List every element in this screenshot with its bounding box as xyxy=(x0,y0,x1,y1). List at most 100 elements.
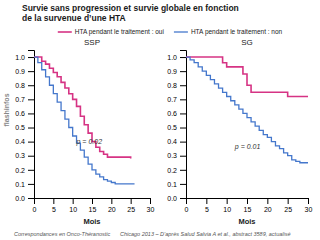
axis-line xyxy=(35,199,151,205)
tick: 0.7 xyxy=(15,96,34,103)
tick-mark xyxy=(206,198,207,204)
tick: 0.4 xyxy=(167,138,186,145)
series-line xyxy=(186,57,308,96)
tick-label: 5 xyxy=(205,206,209,213)
axis-line xyxy=(28,51,35,199)
tick-mark xyxy=(180,113,186,114)
chart-svg: flashinfos Survie sans progression et sur… xyxy=(0,0,320,240)
tick: 0.2 xyxy=(167,167,186,174)
tick-mark xyxy=(288,198,289,204)
tick-mark xyxy=(180,170,186,171)
tick-label: 10 xyxy=(69,206,77,213)
tick-mark xyxy=(180,99,186,100)
tick-label: 25 xyxy=(284,206,292,213)
tick: 30 xyxy=(305,198,313,213)
tick: 0.8 xyxy=(15,82,34,89)
tick-mark xyxy=(150,198,151,204)
tick: 25 xyxy=(284,198,292,213)
series-line xyxy=(34,57,131,158)
tick: 0.5 xyxy=(15,124,34,131)
annotation: p = 0.01 xyxy=(234,143,261,151)
tick-mark xyxy=(111,198,112,204)
tick: 0.4 xyxy=(15,138,34,145)
tick-mark xyxy=(28,57,34,58)
tick: 0.9 xyxy=(15,68,34,75)
tick-mark xyxy=(28,99,34,100)
subtitle: SG xyxy=(241,38,253,47)
tick-label: 30 xyxy=(305,206,313,213)
annotation: p = 0.02 xyxy=(76,138,103,146)
tick: 20 xyxy=(264,198,272,213)
legend-item: HTA pendant le traitement : non xyxy=(174,28,283,36)
tick-label: 0.3 xyxy=(167,152,177,159)
tick: 5 xyxy=(205,198,209,213)
tick: 0 xyxy=(33,198,37,213)
tick-label: 25 xyxy=(127,206,135,213)
tick-mark xyxy=(180,85,186,86)
tick-mark xyxy=(28,113,34,114)
plot-area xyxy=(186,57,308,163)
tick: 0 xyxy=(185,198,189,213)
tick-label: 15 xyxy=(89,206,97,213)
title: Survie sans progression et survie global… xyxy=(22,3,239,13)
tick-label: 0.4 xyxy=(15,138,25,145)
legend-label: HTA pendant le traitement : oui xyxy=(75,28,164,36)
tick-label: 0.7 xyxy=(15,96,25,103)
tick-mark xyxy=(28,142,34,143)
tick-label: 0.5 xyxy=(167,124,177,131)
tick-label: 0 xyxy=(33,206,37,213)
title: de la survenue d’une HTA xyxy=(22,13,126,23)
brand-text: flashinfos xyxy=(3,93,10,126)
tick-label: 30 xyxy=(147,206,155,213)
tick-label: 1.0 xyxy=(167,54,177,61)
footer: Correspondances en Onco-Théranostic xyxy=(14,231,111,237)
tick-mark xyxy=(308,198,309,204)
tick: 0.9 xyxy=(167,68,186,75)
tick-mark xyxy=(180,142,186,143)
tick-label: 0.9 xyxy=(167,68,177,75)
chart-container: flashinfos Survie sans progression et sur… xyxy=(0,0,320,240)
tick: 0.2 xyxy=(15,167,34,174)
tick: 5 xyxy=(52,198,56,213)
tick: 0.3 xyxy=(167,152,186,159)
tick-label: 10 xyxy=(223,206,231,213)
x-axis-label: Mois xyxy=(238,217,255,226)
tick-mark xyxy=(28,128,34,129)
tick: 0.0 xyxy=(15,195,34,202)
tick-label: 0.6 xyxy=(167,110,177,117)
legend-swatch xyxy=(58,31,72,33)
tick-mark xyxy=(180,57,186,58)
tick-label: 0.4 xyxy=(167,138,177,145)
tick: 0.1 xyxy=(15,181,34,188)
tick-label: 0.5 xyxy=(15,124,25,131)
subtitle: SSP xyxy=(84,38,100,47)
x-axis-label: Mois xyxy=(83,217,100,226)
tick-mark xyxy=(28,184,34,185)
tick-mark xyxy=(92,198,93,204)
tick-label: 0.8 xyxy=(167,82,177,89)
series-line xyxy=(186,57,308,163)
tick-label: 20 xyxy=(264,206,272,213)
tick: 15 xyxy=(244,198,252,213)
tick-mark xyxy=(28,198,34,199)
axis-line xyxy=(180,51,187,199)
tick-mark xyxy=(28,170,34,171)
tick-mark xyxy=(180,71,186,72)
tick: 0.3 xyxy=(15,152,34,159)
tick: 0.0 xyxy=(167,195,186,202)
tick-mark xyxy=(28,156,34,157)
tick: 0.5 xyxy=(167,124,186,131)
tick: 15 xyxy=(89,198,97,213)
y-axis: 0.00.10.20.30.40.50.60.70.80.91.0 xyxy=(167,51,186,202)
legend-swatch xyxy=(174,31,188,32)
tick-mark xyxy=(180,184,186,185)
tick-label: 0.9 xyxy=(15,68,25,75)
series-line xyxy=(34,57,135,184)
tick: 10 xyxy=(69,198,77,213)
tick-mark xyxy=(180,198,186,199)
tick: 0.1 xyxy=(167,181,186,188)
panel: SG0510152025300.00.10.20.30.40.50.60.70.… xyxy=(167,38,312,226)
tick-mark xyxy=(53,198,54,204)
footer: Chicago 2013 – D’après Salud Salvia A et… xyxy=(120,231,291,237)
tick: 1.0 xyxy=(167,54,186,61)
